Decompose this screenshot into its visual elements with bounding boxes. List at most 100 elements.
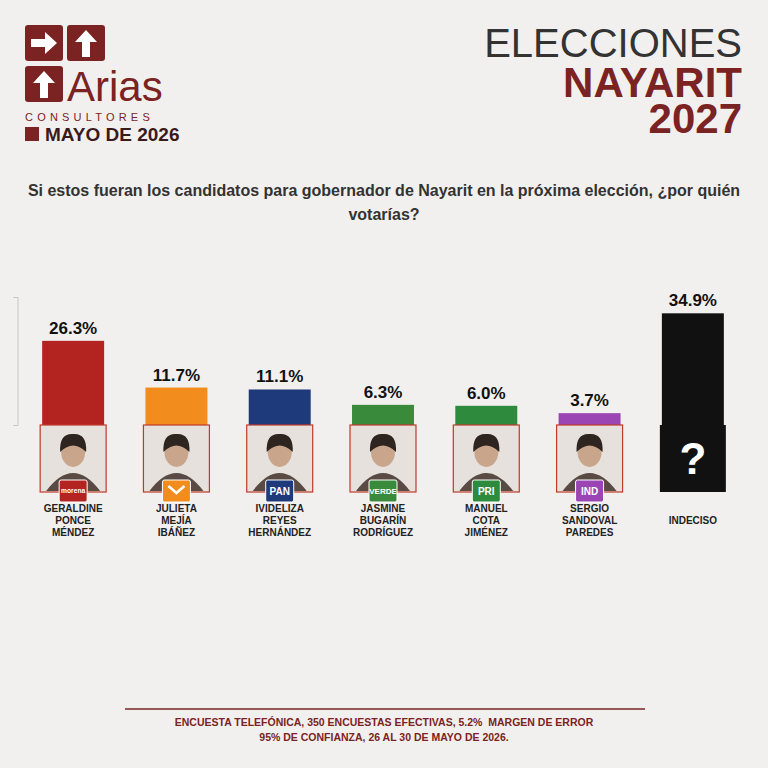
subtitle-line: Si estos fueran los candidatos para gobe… — [28, 182, 740, 199]
title: ELECCIONESNAYARIT2027 — [484, 21, 742, 142]
chart: AriasCONSULTORESMAYO DE 2026 ELECCIONESNA… — [0, 0, 768, 768]
badge — [576, 480, 604, 502]
data-label: 26.3% — [49, 319, 97, 338]
portrait-frame — [660, 425, 726, 492]
category-label-line: BUGARÍN — [360, 514, 407, 526]
brand-sub: CONSULTORES — [25, 111, 154, 123]
portrait: IND — [557, 425, 623, 502]
date-square — [25, 127, 39, 141]
category-label-line: RODRÍGUEZ — [353, 526, 413, 538]
y-tick-mark — [14, 425, 18, 426]
category-label: INDECISO — [669, 515, 718, 526]
logo-square — [25, 66, 63, 102]
badge — [162, 480, 190, 502]
portrait: PRI — [453, 425, 519, 502]
background — [0, 0, 768, 768]
category-label-line: INDECISO — [669, 515, 718, 526]
category-label: JASMINEBUGARÍNRODRÍGUEZ — [353, 503, 413, 538]
category-label-line: SERGIO — [570, 503, 609, 514]
x-tick: INDECISO — [669, 512, 718, 526]
bar — [455, 406, 517, 425]
x-tick: GERALDINEPONCEMÉNDEZ — [44, 503, 103, 538]
badge — [369, 480, 397, 502]
bar — [249, 389, 311, 425]
category-label-line: REYES — [263, 515, 297, 526]
category-label: SERGIOSANDOVALPAREDES — [562, 503, 617, 538]
category-label-line: SANDOVAL — [562, 515, 617, 526]
data-label: 11.1% — [256, 367, 303, 386]
portrait-symbol: ? — [679, 434, 706, 483]
data-label: 3.7% — [570, 391, 609, 410]
category-label-line: GERALDINE — [44, 503, 103, 514]
x-tick: MANUELCOTAJIMÉNEZ — [465, 503, 508, 538]
title-line: 2027 — [649, 95, 742, 142]
portrait: ? — [660, 425, 726, 492]
subtitle: Si estos fueran los candidatos para gobe… — [28, 182, 740, 223]
x-tick: IVIDELIZAREYESHERNÁNDEZ — [248, 503, 311, 538]
portrait-hair — [267, 434, 293, 452]
portrait — [143, 425, 209, 502]
y-axis-line — [14, 298, 19, 426]
badge-label: morena — [61, 487, 85, 494]
bar — [42, 341, 104, 425]
category-label-line: MEJÍA — [161, 514, 192, 526]
footnote: ENCUESTA TELEFÓNICA, 350 ENCUESTAS EFECT… — [175, 716, 594, 728]
logo-arrow — [75, 30, 97, 57]
portrait-hair — [577, 434, 603, 452]
bar — [662, 313, 724, 425]
bar — [352, 405, 414, 425]
x-axis: GERALDINEPONCEMÉNDEZ JULIETAMEJÍAIBÁÑEZ IV… — [44, 503, 718, 538]
y-axis — [14, 298, 19, 426]
badge — [472, 480, 500, 502]
bar — [145, 388, 207, 425]
badge — [266, 480, 294, 502]
x-tick: SERGIOSANDOVALPAREDES — [562, 503, 617, 538]
portrait: morena — [40, 425, 106, 502]
x-tick: JASMINEBUGARÍNRODRÍGUEZ — [353, 503, 413, 538]
category-label: IVIDELIZAREYESHERNÁNDEZ — [248, 503, 311, 538]
category-label-line: MANUEL — [465, 503, 508, 514]
y-tick-mark — [14, 297, 18, 298]
bars — [42, 313, 724, 425]
data-label: 6.3% — [364, 383, 403, 402]
category-label-line: JULIETA — [156, 503, 197, 514]
footnote: 95% DE CONFIANZA, 26 AL 30 DE MAYO DE 20… — [259, 731, 508, 743]
category-label-line: COTA — [472, 515, 500, 526]
bar — [559, 413, 621, 425]
y-tick — [14, 425, 18, 426]
data-label: 11.7% — [153, 366, 200, 385]
portrait: VERDE — [350, 425, 416, 502]
footer-rule — [125, 708, 645, 710]
category-label-line: PAREDES — [566, 527, 614, 538]
footer: ENCUESTA TELEFÓNICA, 350 ENCUESTAS EFECT… — [175, 716, 594, 743]
y-tick — [14, 297, 18, 298]
category-label: GERALDINEPONCEMÉNDEZ — [44, 503, 103, 538]
portrait-hair — [473, 434, 499, 452]
logo-square — [25, 25, 63, 61]
portrait: PAN — [247, 425, 313, 502]
category-label-line: IBÁÑEZ — [158, 526, 195, 538]
badge-label: PRI — [478, 486, 495, 497]
category-label: JULIETAMEJÍAIBÁÑEZ — [156, 503, 197, 538]
data-label: 6.0% — [467, 384, 506, 403]
badge — [59, 480, 87, 502]
data-labels: 26.3% 11.7% 11.1% 6.3% 6.0% 3.7% 34.9% — [49, 291, 717, 410]
logo-square — [67, 25, 105, 61]
category-label-line: MÉNDEZ — [52, 526, 94, 538]
portraits: morena PAN VERDE PRI IND? — [40, 425, 726, 502]
category-label-line: JIMÉNEZ — [465, 526, 508, 538]
brand: Arias — [67, 63, 163, 110]
portrait-hair — [370, 434, 396, 452]
data-label: 34.9% — [669, 291, 717, 310]
badge-label: PAN — [270, 486, 290, 497]
subtitle-line: votarías? — [348, 206, 419, 223]
x-tick: JULIETAMEJÍAIBÁÑEZ — [156, 503, 197, 538]
portrait-hair — [60, 434, 86, 452]
category-label: MANUELCOTAJIMÉNEZ — [465, 503, 508, 538]
logo: AriasCONSULTORESMAYO DE 2026 — [25, 25, 179, 145]
date: MAYO DE 2026 — [45, 124, 179, 145]
logo-arrow — [31, 32, 57, 54]
category-label-line: HERNÁNDEZ — [248, 526, 311, 538]
logo-arrow — [33, 71, 55, 98]
badge-icon — [168, 486, 184, 493]
